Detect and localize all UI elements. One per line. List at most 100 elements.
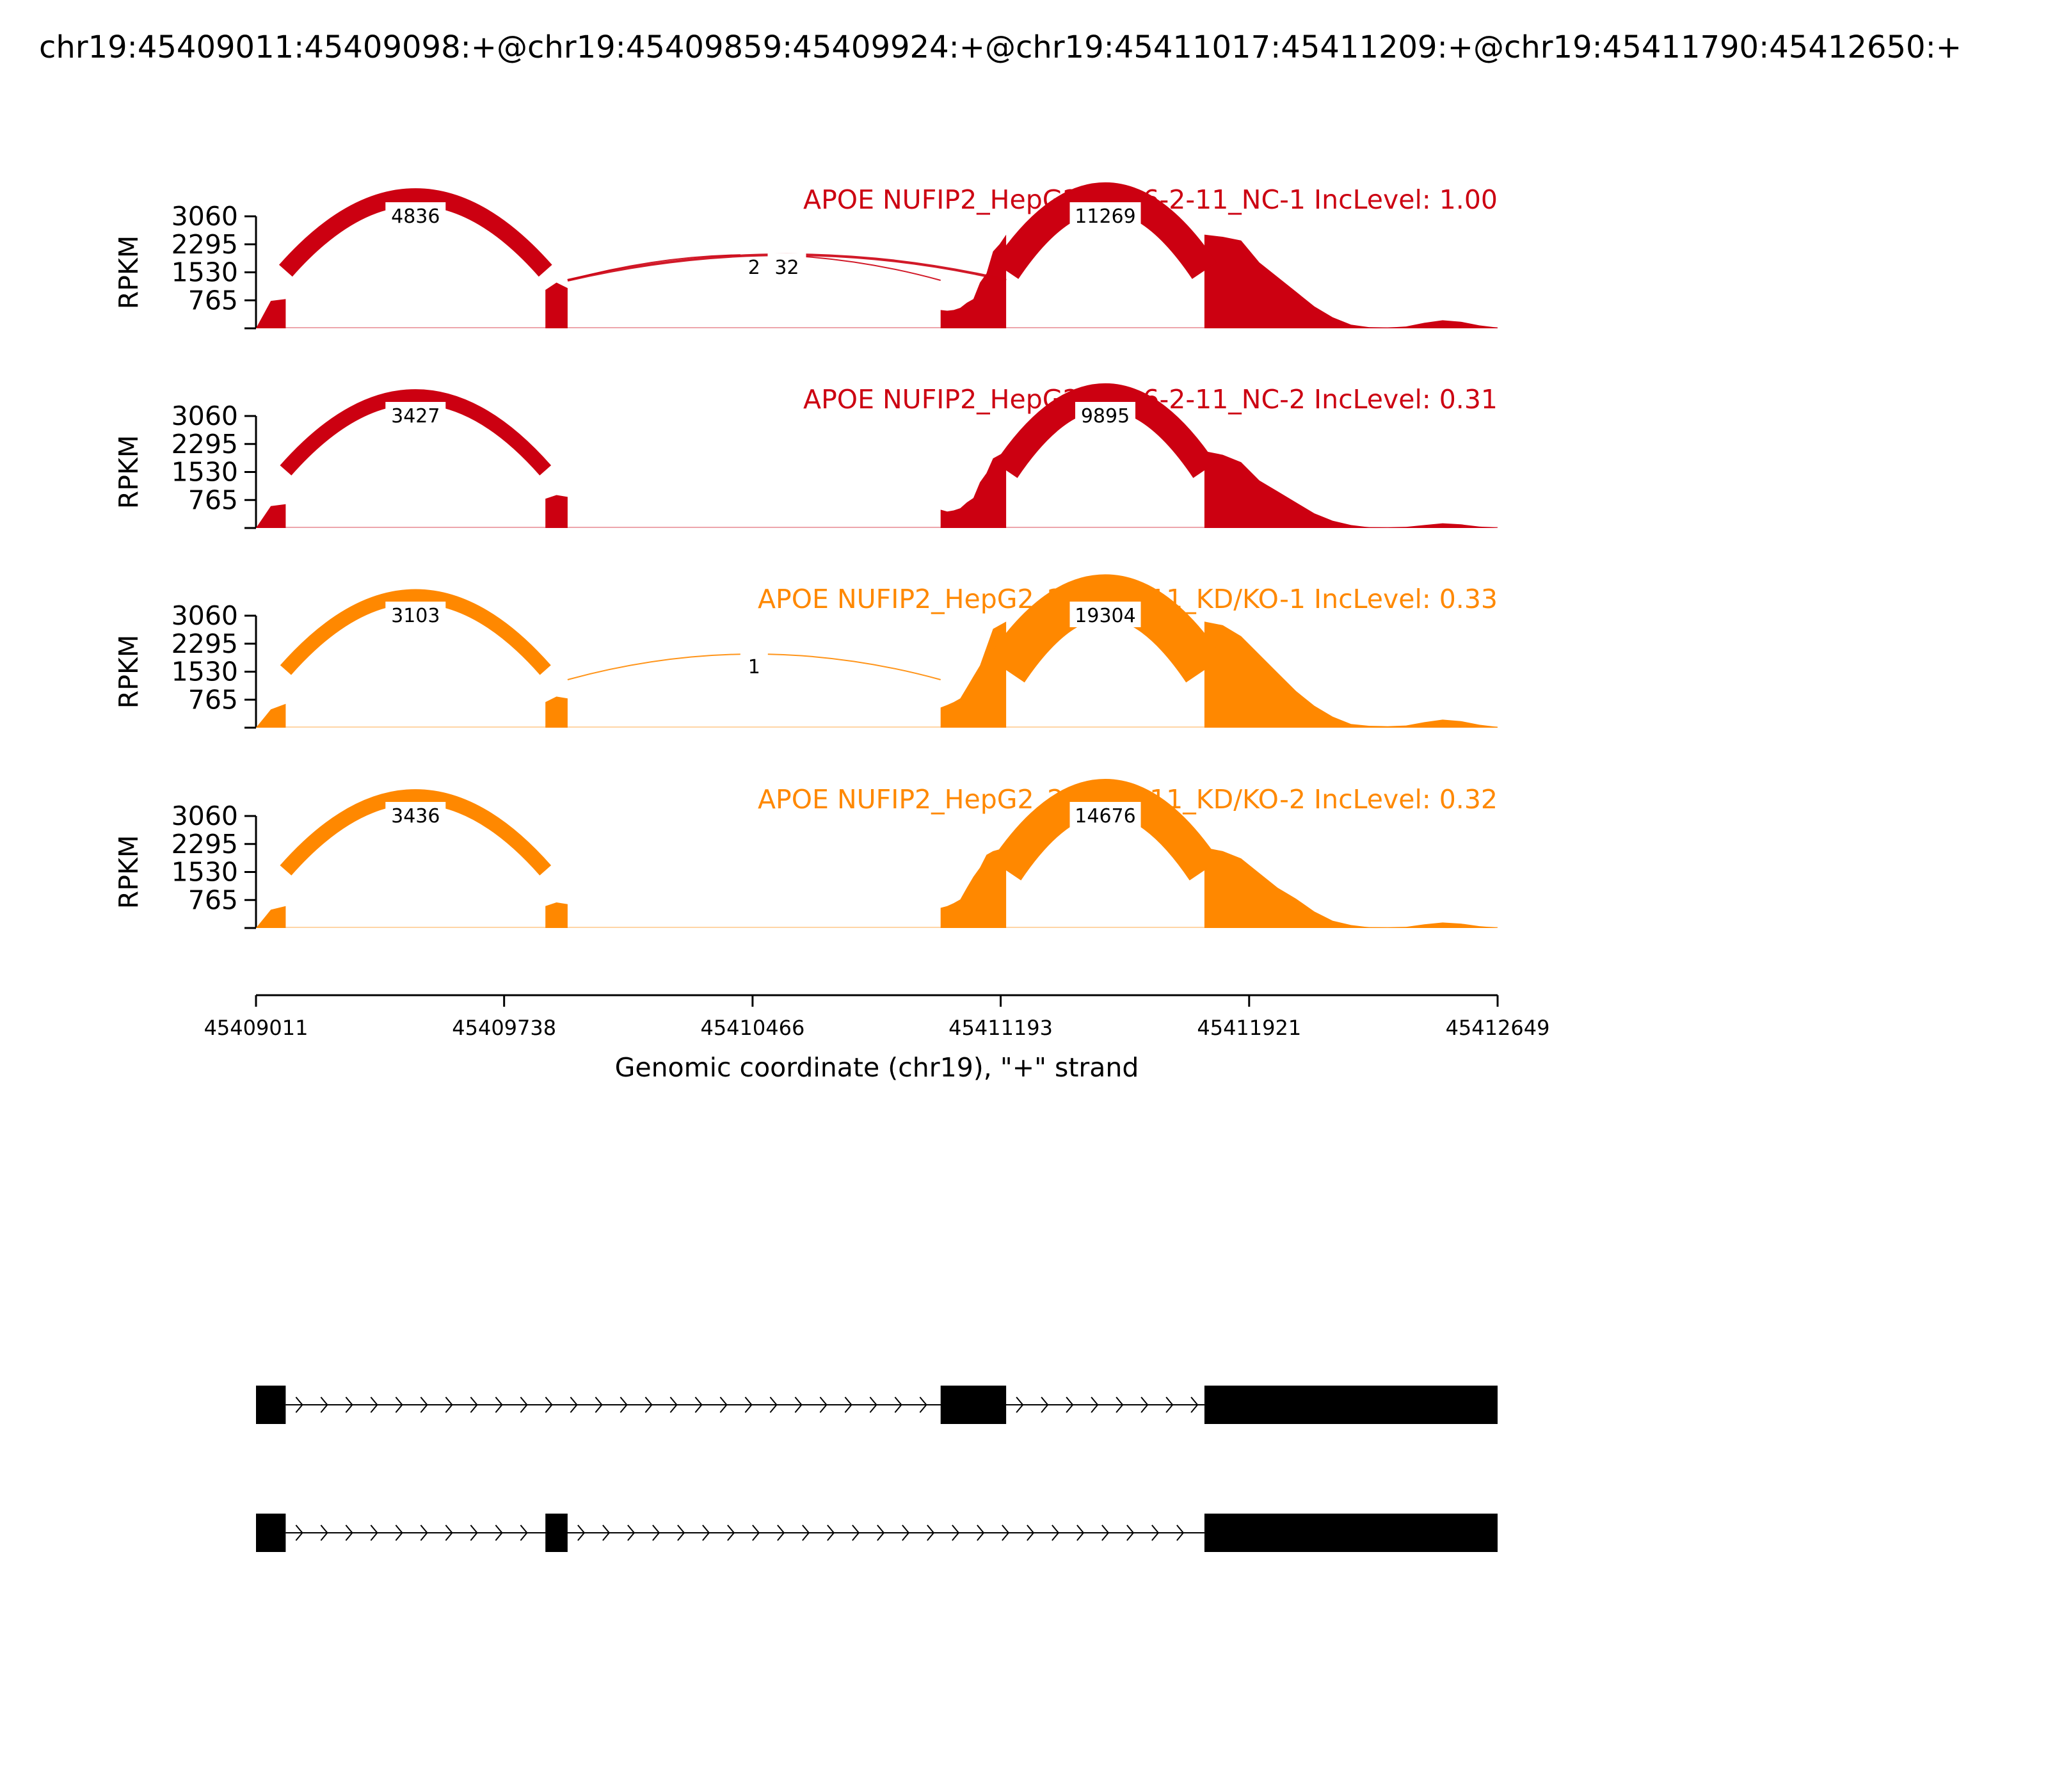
isoform-track <box>256 1386 1498 1424</box>
junction-arc <box>995 383 1216 478</box>
coverage-area <box>940 847 1007 928</box>
coverage-area <box>1204 234 1498 328</box>
strand-arrow <box>1002 1524 1010 1541</box>
strand-arrow <box>1041 1396 1049 1413</box>
junction-label-bg <box>385 802 446 828</box>
strand-arrow <box>877 1524 885 1541</box>
junction-label-bg <box>1069 202 1141 228</box>
y-tick-label: 765 <box>188 684 238 715</box>
coverage-area <box>940 234 1007 328</box>
strand-arrow <box>295 1524 303 1541</box>
strand-arrow <box>927 1524 935 1541</box>
strand-arrow <box>677 1524 685 1541</box>
y-tick-label: 765 <box>188 285 238 316</box>
strand-arrow <box>1052 1524 1060 1541</box>
junction-label: 3103 <box>391 605 440 627</box>
isoform-tracks <box>256 1386 1498 1552</box>
x-axis-label: Genomic coordinate (chr19), "+" strand <box>615 1052 1139 1083</box>
coverage-area <box>256 299 286 328</box>
strand-arrow <box>520 1524 528 1541</box>
junction-arc <box>278 188 552 277</box>
strand-arrow <box>320 1396 328 1413</box>
strand-arrow <box>752 1524 760 1541</box>
strand-arrow <box>1165 1396 1174 1413</box>
y-tick-label: 2295 <box>172 829 238 860</box>
junction-label: 19304 <box>1075 605 1135 627</box>
strand-arrow <box>1190 1396 1199 1413</box>
y-tick-label: 1530 <box>172 257 238 288</box>
strand-arrow <box>370 1524 378 1541</box>
junction-label: 9895 <box>1081 405 1130 428</box>
strand-arrow <box>1016 1396 1024 1413</box>
y-axis-label: RPKM <box>113 635 144 708</box>
junction-arc <box>280 789 552 876</box>
sample-panel: APOE NUFIP2_HepG2_2016-2-11_KD/KO-1 IncL… <box>113 574 1498 729</box>
strand-arrow <box>495 1396 503 1413</box>
strand-arrow <box>919 1396 927 1413</box>
junction-arc <box>280 389 552 476</box>
strand-arrow <box>420 1524 428 1541</box>
exon-block <box>1204 1514 1498 1552</box>
y-axis-label: RPKM <box>113 835 144 909</box>
strand-arrow <box>869 1396 877 1413</box>
strand-arrow <box>852 1524 860 1541</box>
strand-arrow <box>827 1524 835 1541</box>
strand-arrow <box>702 1524 710 1541</box>
y-axis-label: RPKM <box>113 236 144 309</box>
strand-arrow <box>669 1396 678 1413</box>
strand-arrow <box>819 1396 828 1413</box>
junction-label: 32 <box>774 257 799 279</box>
y-tick-label: 765 <box>188 884 238 915</box>
junction-arc <box>991 779 1220 881</box>
strand-arrow <box>769 1396 778 1413</box>
strand-arrow <box>744 1396 753 1413</box>
coverage-area <box>1204 847 1498 928</box>
junction-label-bg <box>740 253 768 279</box>
strand-arrow <box>595 1396 603 1413</box>
strand-arrow <box>802 1524 810 1541</box>
strand-arrow <box>577 1524 586 1541</box>
coverage-area <box>1204 451 1498 528</box>
strand-arrow <box>345 1396 353 1413</box>
x-tick-label: 45411921 <box>1197 1016 1301 1040</box>
y-tick-label: 765 <box>188 484 238 515</box>
exon-block <box>1204 1386 1498 1424</box>
junction-label: 3427 <box>391 405 440 428</box>
strand-arrow <box>445 1524 453 1541</box>
junction-arc <box>280 589 551 675</box>
coverage-area <box>545 495 568 528</box>
strand-arrow <box>1091 1396 1099 1413</box>
junction-label: 2 <box>748 257 760 279</box>
junction-label: 1 <box>748 656 760 678</box>
exon-block <box>256 1386 286 1424</box>
exon-block <box>940 1386 1007 1424</box>
isoform-track <box>256 1514 1498 1552</box>
coverage-area <box>545 696 568 728</box>
strand-arrow <box>1066 1396 1074 1413</box>
strand-arrow <box>694 1396 703 1413</box>
strand-arrow <box>295 1396 303 1413</box>
strand-arrow <box>1176 1524 1185 1541</box>
x-tick-label: 45409011 <box>204 1016 308 1040</box>
y-tick-label: 1530 <box>172 657 238 687</box>
strand-arrow <box>620 1396 628 1413</box>
coverage-area <box>1204 621 1498 728</box>
strand-arrow <box>719 1396 728 1413</box>
strand-arrow <box>470 1396 478 1413</box>
strand-arrow <box>395 1524 403 1541</box>
strand-arrow <box>794 1396 803 1413</box>
strand-arrow <box>894 1396 902 1413</box>
coverage-area <box>545 282 568 328</box>
junction-label-bg <box>767 253 806 279</box>
y-tick-label: 1530 <box>172 457 238 488</box>
junction-label-bg <box>740 653 768 678</box>
strand-arrow <box>652 1524 660 1541</box>
strand-arrow <box>627 1524 636 1541</box>
y-tick-label: 2295 <box>172 229 238 260</box>
sample-panel: APOE NUFIP2_HepG2_2016-2-11_NC-2 IncLeve… <box>113 383 1498 529</box>
x-tick-label: 45409738 <box>452 1016 556 1040</box>
strand-arrow <box>570 1396 578 1413</box>
strand-arrow <box>495 1524 503 1541</box>
strand-arrow <box>1027 1524 1035 1541</box>
